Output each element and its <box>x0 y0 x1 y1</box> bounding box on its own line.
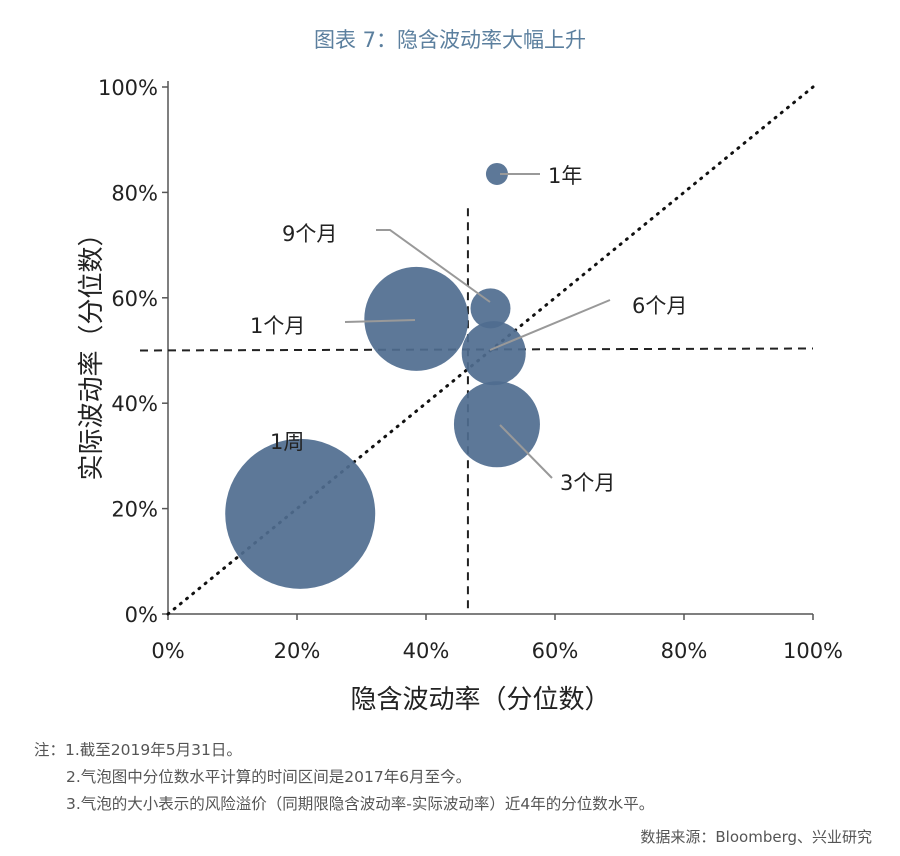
bubble-label: 1年 <box>548 164 582 188</box>
x-axis-title: 隐含波动率（分位数） <box>350 685 610 715</box>
bubble <box>470 288 511 329</box>
bubble <box>461 321 526 386</box>
x-tick-label: 20% <box>274 639 321 663</box>
tick-labels: 0% 0% 20% 20% 40% 40% 60% 60% 80% 80% 100% 100% <box>98 76 843 663</box>
bubbles <box>225 162 540 589</box>
note-line-1: 注：1.截至2019年5月31日。 <box>34 741 242 759</box>
x-tick-label: 60% <box>532 639 579 663</box>
x-tick-label: 40% <box>403 639 450 663</box>
bubble-label: 9个月 <box>282 222 337 246</box>
chart-notes: 注：1.截至2019年5月31日。 2.气泡图中分位数水平计算的时间区间是201… <box>34 737 874 818</box>
x-tick-label: 0% <box>151 639 184 663</box>
bubble-labels: 1周 1个月 3个月 6个月 9个月 1年 <box>250 164 687 495</box>
bubble-label: 1个月 <box>250 314 305 338</box>
y-tick-label: 40% <box>111 392 158 416</box>
y-tick-label: 80% <box>111 181 158 205</box>
axis-titles: 隐含波动率（分位数） 实际波动率（分位数） <box>77 220 611 715</box>
y-tick-label: 20% <box>111 498 158 522</box>
y-tick-label: 0% <box>125 603 158 627</box>
chart-title: 图表 7：隐含波动率大幅上升 <box>313 28 587 52</box>
bubble <box>225 438 376 589</box>
leader-line <box>344 319 416 323</box>
x-tick-label: 80% <box>661 639 708 663</box>
data-source: 数据来源：Bloomberg、兴业研究 <box>640 828 872 846</box>
bubble <box>485 162 508 185</box>
leader-line <box>376 229 491 303</box>
y-tick-label: 60% <box>111 287 158 311</box>
y-tick-label: 100% <box>98 76 158 100</box>
bubble-label: 1周 <box>270 430 304 454</box>
note-line-3: 3.气泡的大小表示的风险溢价（同期限隐含波动率-实际波动率）近4年的分位数水平。 <box>66 795 655 813</box>
leader-line <box>489 299 611 351</box>
note-prefix: 注： <box>34 741 66 759</box>
leader-line <box>499 424 553 479</box>
x-tick-label: 100% <box>783 639 843 663</box>
bubble-label: 3个月 <box>560 471 615 495</box>
bubble <box>453 381 540 468</box>
y-axis-title: 实际波动率（分位数） <box>77 220 107 480</box>
leader-lines <box>344 173 611 479</box>
bubble <box>364 266 469 371</box>
note-line-2: 2.气泡图中分位数水平计算的时间区间是2017年6月至今。 <box>66 768 472 786</box>
bubble-label: 6个月 <box>632 294 687 318</box>
